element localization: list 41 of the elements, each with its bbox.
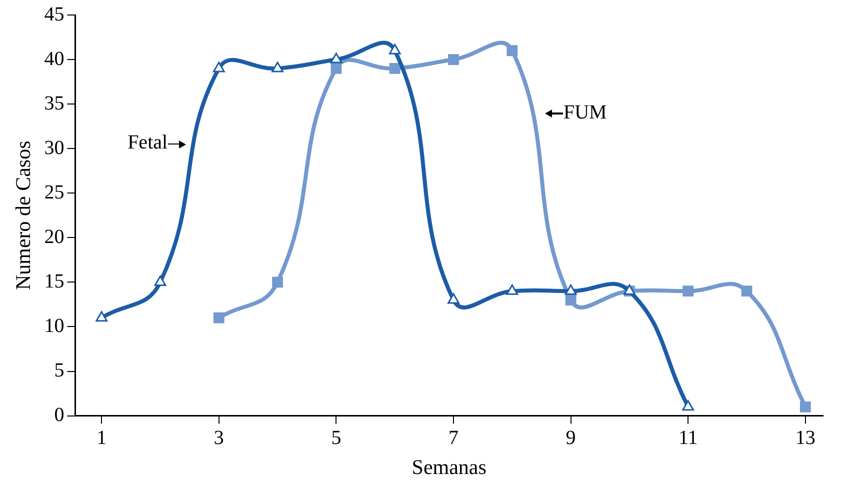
- point: [741, 286, 752, 297]
- series-label: Fetal: [128, 132, 168, 154]
- y-tick-label: 25: [44, 181, 64, 204]
- y-tick-label: 10: [44, 314, 64, 337]
- point: [154, 275, 166, 286]
- point: [565, 294, 576, 306]
- point: [330, 62, 342, 74]
- point: [448, 293, 460, 304]
- point: [506, 45, 518, 56]
- point: [682, 286, 694, 297]
- point: [564, 284, 577, 295]
- point: [448, 54, 459, 65]
- point: [212, 62, 225, 72]
- point: [388, 44, 401, 54]
- y-tick-label: 5: [54, 360, 64, 382]
- point: [389, 62, 400, 74]
- x-tick-label: 5: [331, 427, 342, 450]
- y-tick-label: 30: [44, 136, 64, 159]
- point: [800, 401, 811, 412]
- point: [506, 284, 518, 295]
- point: [96, 311, 108, 322]
- x-tick-label: 9: [566, 427, 576, 450]
- y-tick-label: 35: [44, 92, 64, 114]
- series-label: FUM: [563, 101, 607, 124]
- point: [330, 52, 342, 64]
- point: [682, 400, 694, 411]
- y-tick-label: 20: [44, 226, 64, 248]
- y-tick-label: 40: [44, 48, 64, 70]
- x-tick-label: 11: [678, 427, 698, 450]
- y-tick-label: 15: [44, 270, 64, 292]
- x-tick-label: 7: [448, 427, 458, 450]
- x-axis-title: Semanas: [412, 454, 486, 479]
- x-tick-label: 3: [214, 427, 224, 450]
- x-tick-label: 13: [795, 427, 816, 450]
- y-tick-label: 45: [44, 3, 64, 26]
- point: [272, 62, 284, 72]
- y-axis-title: Numero de Casos: [11, 140, 36, 290]
- point: [272, 276, 283, 288]
- y-tick-label: 0: [54, 404, 64, 426]
- point: [213, 312, 224, 324]
- x-tick-label: 1: [96, 427, 107, 450]
